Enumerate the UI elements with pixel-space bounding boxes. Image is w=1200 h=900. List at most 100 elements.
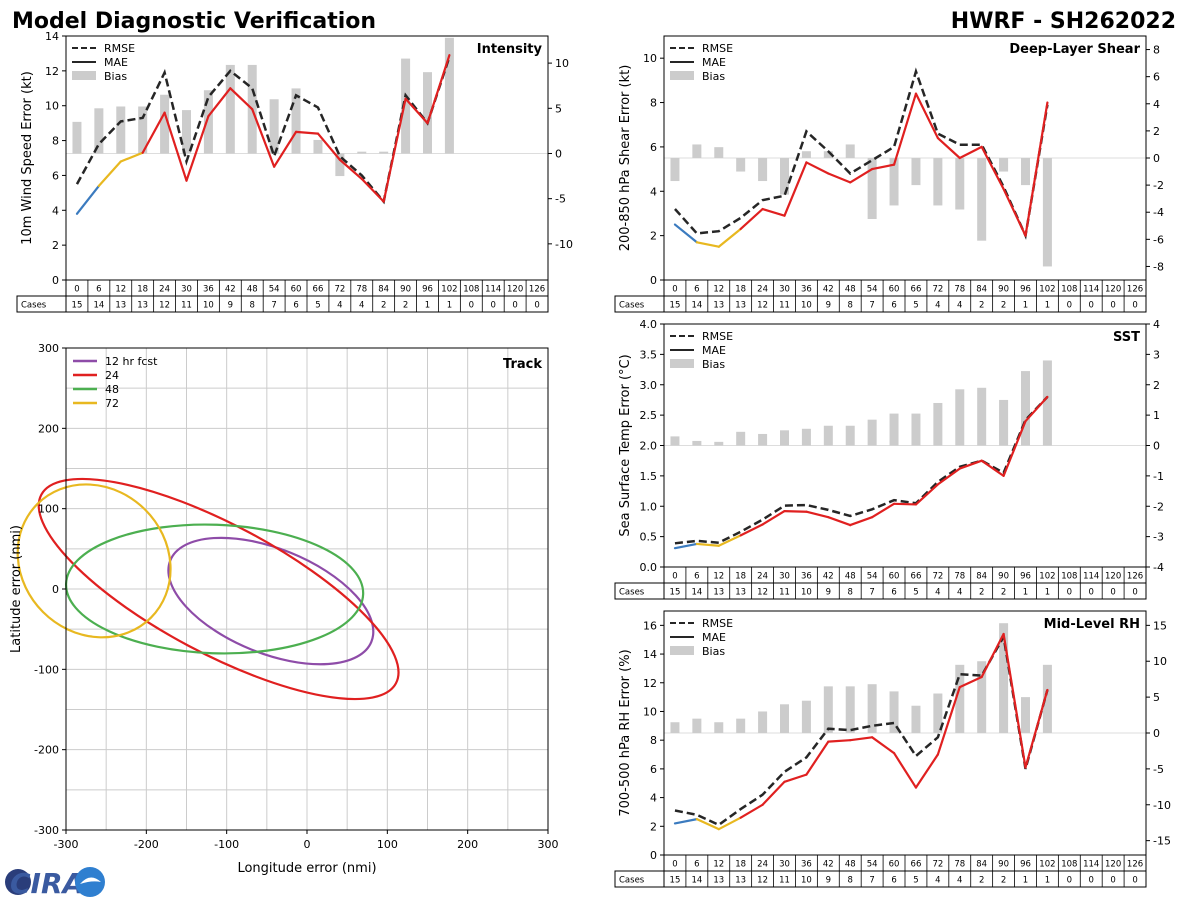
cases-row (614, 870, 1147, 888)
y2-tick-label: -10 (1153, 799, 1171, 812)
mae-segment (914, 483, 939, 506)
y-tick-label: -300 (34, 824, 59, 837)
bias-bar (845, 144, 855, 158)
hour-cell: 0 (672, 572, 677, 582)
cira-logo: CIRA (5, 867, 105, 900)
case-cell: 0 (512, 301, 517, 311)
case-cell: 10 (203, 301, 214, 311)
mae-segment (871, 736, 896, 755)
legend-mae-label: MAE (702, 631, 726, 644)
bias-bar (823, 425, 833, 446)
y-tick-label: 4.0 (640, 318, 658, 331)
mae-segment (805, 510, 830, 519)
bias-bar (955, 158, 965, 210)
legend-rmse-label: RMSE (702, 617, 733, 630)
bias-bar (867, 684, 877, 733)
case-cell: 9 (826, 301, 831, 311)
mae-segment (207, 87, 232, 118)
y2-tick-label: 4 (1153, 318, 1160, 331)
hour-cell: 18 (735, 572, 746, 582)
hour-cell: 96 (422, 285, 433, 295)
hour-cell: 96 (1020, 285, 1031, 295)
bias-bar (845, 425, 855, 446)
x-tick-label: -100 (214, 838, 239, 851)
y-tick-label: 3.0 (640, 379, 658, 392)
y2-tick-label: 5 (555, 102, 562, 115)
bias-bar (116, 106, 126, 154)
y-tick-label: 0 (52, 583, 59, 596)
case-cell: 8 (848, 876, 853, 886)
hour-cell: 12 (713, 572, 724, 582)
case-cell: 4 (935, 588, 940, 598)
bias-bar (444, 37, 454, 154)
case-cell: 0 (1110, 876, 1115, 886)
hour-cell: 0 (74, 285, 79, 295)
y-tick-label: 8 (650, 97, 657, 110)
mae-segment (273, 130, 298, 168)
bias-bar (160, 94, 170, 154)
mae-segment (805, 161, 830, 175)
case-cell: 0 (1089, 301, 1094, 311)
hour-cell: 48 (845, 860, 856, 870)
plot-frame (65, 35, 549, 281)
y2-tick-label: -8 (1153, 260, 1164, 273)
sst-panel: 0.00.51.01.52.02.53.03.54.0-4-3-2-101234… (614, 318, 1164, 600)
bias-bar (933, 158, 943, 206)
y-tick-label: 10 (643, 705, 657, 718)
y-tick-label: 0.5 (640, 531, 658, 544)
mae-segment (360, 177, 385, 203)
mae-segment (695, 241, 720, 248)
hour-cell: 6 (694, 860, 699, 870)
y-tick-label: 300 (38, 342, 59, 355)
case-cell: 4 (935, 301, 940, 311)
bias-bar (1042, 664, 1052, 733)
case-cell: 14 (691, 301, 702, 311)
hour-cell: 114 (1083, 860, 1099, 870)
bias-bar (1042, 360, 1052, 446)
hour-cell: 90 (400, 285, 411, 295)
rmse-line (674, 67, 1049, 240)
hour-cell: 126 (1127, 572, 1143, 582)
bias-bar (801, 428, 811, 446)
legend-rmse-label: RMSE (702, 330, 733, 343)
mae-segment (404, 97, 429, 125)
bias-bar (889, 413, 899, 446)
hour-cell: 36 (203, 285, 214, 295)
panel-title: Track (503, 357, 542, 372)
x-tick-label: 0 (304, 838, 311, 851)
cases-label: Cases (619, 588, 645, 598)
hour-cell: 24 (757, 860, 768, 870)
hour-cell: 66 (911, 572, 922, 582)
legend-bias-swatch (670, 646, 694, 655)
hour-cell: 6 (96, 285, 101, 295)
hour-cell: 84 (976, 285, 987, 295)
hour-cell: 72 (932, 285, 943, 295)
case-cell: 0 (1089, 876, 1094, 886)
case-cell: 1 (1023, 588, 1028, 598)
mae-segment (936, 467, 961, 486)
bias-bar (911, 158, 921, 186)
hour-cell: 96 (1020, 572, 1031, 582)
hour-cell: 60 (291, 285, 302, 295)
case-cell: 7 (869, 588, 874, 598)
case-cell: 2 (979, 301, 984, 311)
bias-bar (94, 108, 104, 154)
case-cell: 0 (1067, 301, 1072, 311)
case-cell: 10 (801, 588, 812, 598)
bias-bar (203, 90, 213, 154)
mae-segment (914, 753, 939, 789)
y2-tick-label: 8 (1153, 44, 1160, 57)
bias-bar (269, 99, 279, 154)
y2-tick-label: 10 (1153, 655, 1167, 668)
hour-cell: 120 (507, 285, 523, 295)
bias-bar (780, 158, 789, 195)
bias-bar (670, 722, 680, 733)
y-axis-label: Sea Surface Temp Error (°C) (618, 354, 633, 536)
mae-segment (1002, 187, 1027, 237)
mae-segment (980, 632, 1005, 679)
case-cell: 13 (115, 301, 126, 311)
hour-cell: 108 (1061, 860, 1077, 870)
hour-cell: 12 (115, 285, 126, 295)
